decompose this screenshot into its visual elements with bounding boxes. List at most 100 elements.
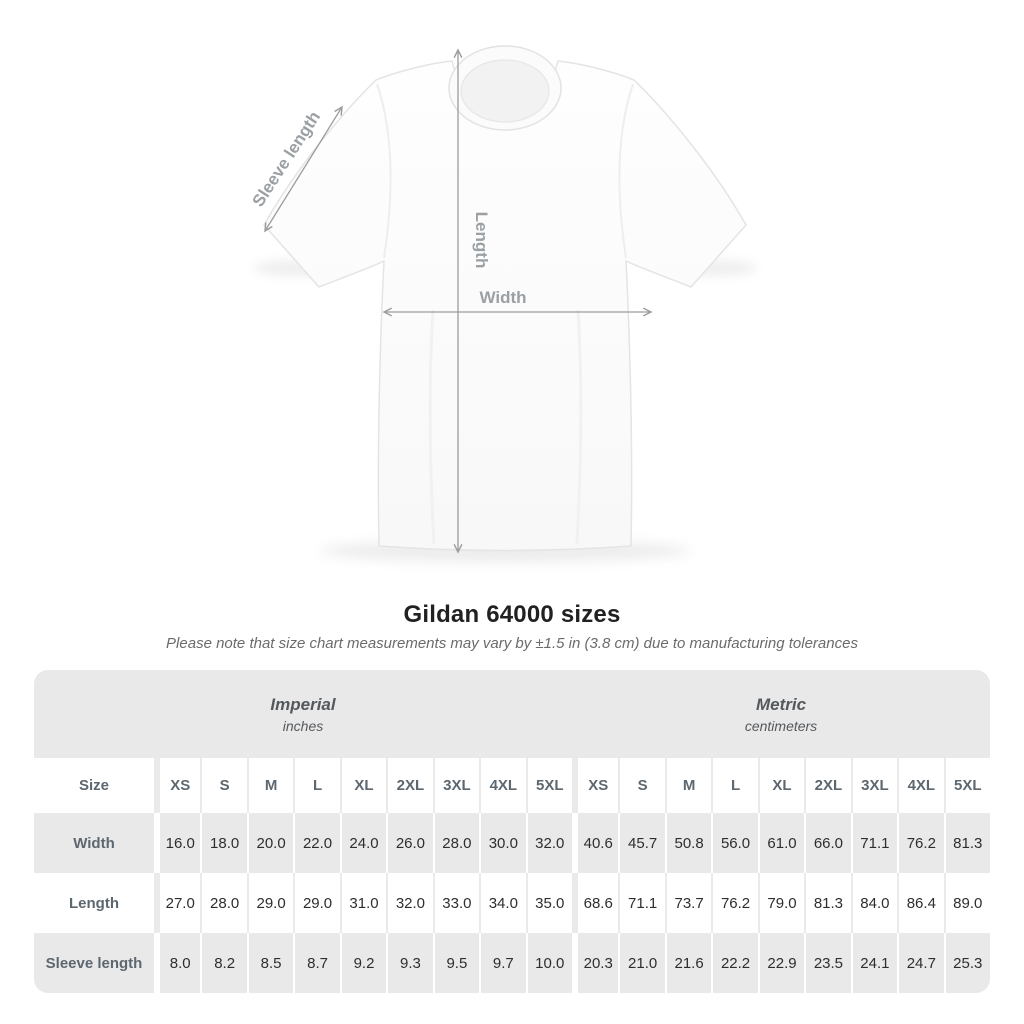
measurement-value: 32.0 bbox=[386, 873, 432, 933]
measurement-value: 22.0 bbox=[293, 813, 339, 873]
measurement-value: 8.5 bbox=[246, 933, 293, 993]
size-column-header: XL bbox=[339, 758, 386, 813]
measurement-value: 9.7 bbox=[479, 933, 525, 993]
measurement-value: 8.7 bbox=[293, 933, 339, 993]
size-column-header: M bbox=[246, 758, 293, 813]
measurement-value: 23.5 bbox=[804, 933, 850, 993]
sleeve-length-arrow bbox=[264, 105, 343, 233]
measurement-value: 9.2 bbox=[339, 933, 386, 993]
measurement-value: 81.3 bbox=[804, 873, 850, 933]
measurement-value: 20.3 bbox=[571, 933, 618, 993]
measurement-value: 32.0 bbox=[525, 813, 572, 873]
size-corner-header: Size bbox=[78, 777, 109, 794]
measurement-value: 50.8 bbox=[664, 813, 711, 873]
measurement-value: 16.0 bbox=[154, 813, 200, 873]
length-label: Length bbox=[472, 212, 491, 269]
size-column-header: 4XL bbox=[479, 758, 525, 813]
measurement-value: 84.0 bbox=[850, 873, 897, 933]
measurement-value: 86.4 bbox=[897, 873, 943, 933]
measurement-value: 76.2 bbox=[711, 873, 757, 933]
size-column-header: S bbox=[200, 758, 246, 813]
measurement-value: 8.0 bbox=[154, 933, 200, 993]
measurement-value: 25.3 bbox=[943, 933, 990, 993]
measurement-value: 9.5 bbox=[432, 933, 479, 993]
unit-label: Metric bbox=[755, 694, 807, 714]
unit-header-metric: Metric centimeters bbox=[572, 670, 990, 758]
measurement-value: 45.7 bbox=[618, 813, 664, 873]
tshirt-measurement-diagram: Sleeve length Length Width bbox=[249, 45, 757, 562]
measurement-value: 30.0 bbox=[479, 813, 525, 873]
crease-right bbox=[575, 309, 583, 545]
row-label: Width bbox=[73, 834, 115, 852]
measurement-value: 9.3 bbox=[386, 933, 432, 993]
size-column-header: 5XL bbox=[525, 758, 572, 813]
measurement-row-width: Width 16.0 18.0 20.0 22.0 24.0 26.0 28.0… bbox=[34, 813, 990, 873]
measurement-value: 10.0 bbox=[525, 933, 572, 993]
size-column-header: 3XL bbox=[432, 758, 479, 813]
width-label: Width bbox=[479, 288, 526, 307]
crease-left bbox=[428, 309, 436, 545]
page-title: Gildan 64000 sizes bbox=[403, 601, 621, 628]
unit-sublabel: inches bbox=[282, 717, 324, 734]
armhole-seam-right bbox=[618, 83, 634, 259]
measurement-value: 28.0 bbox=[200, 873, 246, 933]
size-column-header: S bbox=[618, 758, 664, 813]
measurement-value: 28.0 bbox=[432, 813, 479, 873]
measurement-value: 61.0 bbox=[757, 813, 804, 873]
size-column-header: L bbox=[711, 758, 757, 813]
size-column-header: 4XL bbox=[897, 758, 943, 813]
measurement-value: 33.0 bbox=[432, 873, 479, 933]
measurement-value: 21.6 bbox=[664, 933, 711, 993]
measurement-value: 29.0 bbox=[293, 873, 339, 933]
measurement-value: 71.1 bbox=[850, 813, 897, 873]
measurement-value: 40.6 bbox=[571, 813, 618, 873]
measurement-value: 31.0 bbox=[339, 873, 386, 933]
unit-sublabel: centimeters bbox=[744, 717, 818, 734]
measurement-value: 76.2 bbox=[897, 813, 943, 873]
measurement-value: 66.0 bbox=[804, 813, 850, 873]
measurement-row-sleeve: Sleeve length 8.0 8.2 8.5 8.7 9.2 9.3 9.… bbox=[34, 933, 990, 993]
size-column-header: M bbox=[664, 758, 711, 813]
measurement-value: 34.0 bbox=[479, 873, 525, 933]
measurement-value: 24.7 bbox=[897, 933, 943, 993]
size-column-header: XS bbox=[154, 758, 200, 813]
size-column-header: 5XL bbox=[943, 758, 990, 813]
measurement-value: 22.2 bbox=[711, 933, 757, 993]
measurement-value: 24.1 bbox=[850, 933, 897, 993]
collar-inner bbox=[460, 59, 550, 123]
row-label: Sleeve length bbox=[45, 954, 143, 972]
measurement-value: 79.0 bbox=[757, 873, 804, 933]
measurement-value: 24.0 bbox=[339, 813, 386, 873]
measurement-value: 20.0 bbox=[246, 813, 293, 873]
unit-header-imperial: Imperial inches bbox=[34, 670, 572, 758]
measurement-value: 29.0 bbox=[246, 873, 293, 933]
measurement-value: 89.0 bbox=[943, 873, 990, 933]
size-header-row: Size XS S M L XL 2XL 3XL 4XL 5XL XS S M … bbox=[34, 758, 990, 813]
measurement-value: 21.0 bbox=[618, 933, 664, 993]
measurement-value: 18.0 bbox=[200, 813, 246, 873]
row-label: Length bbox=[69, 894, 119, 912]
size-chart-table: Imperial inches Metric centimeters Size … bbox=[34, 670, 990, 993]
measurement-value: 8.2 bbox=[200, 933, 246, 993]
units-band: Imperial inches Metric centimeters bbox=[34, 670, 990, 758]
measurement-value: 22.9 bbox=[757, 933, 804, 993]
measurement-value: 81.3 bbox=[943, 813, 990, 873]
measurement-value: 73.7 bbox=[664, 873, 711, 933]
size-column-header: 2XL bbox=[386, 758, 432, 813]
armhole-seam-left bbox=[376, 83, 392, 259]
measurement-row-length: Length 27.0 28.0 29.0 29.0 31.0 32.0 33.… bbox=[34, 873, 990, 933]
size-column-header: XS bbox=[571, 758, 618, 813]
measurement-value: 68.6 bbox=[571, 873, 618, 933]
unit-label: Imperial bbox=[270, 694, 336, 714]
size-column-header: 3XL bbox=[850, 758, 897, 813]
measurement-value: 71.1 bbox=[618, 873, 664, 933]
size-column-header: XL bbox=[757, 758, 804, 813]
size-note: Please note that size chart measurements… bbox=[166, 635, 858, 652]
size-column-header: L bbox=[293, 758, 339, 813]
measurement-value: 35.0 bbox=[525, 873, 572, 933]
measurement-value: 56.0 bbox=[711, 813, 757, 873]
measurement-value: 26.0 bbox=[386, 813, 432, 873]
measurement-value: 27.0 bbox=[154, 873, 200, 933]
size-column-header: 2XL bbox=[804, 758, 850, 813]
